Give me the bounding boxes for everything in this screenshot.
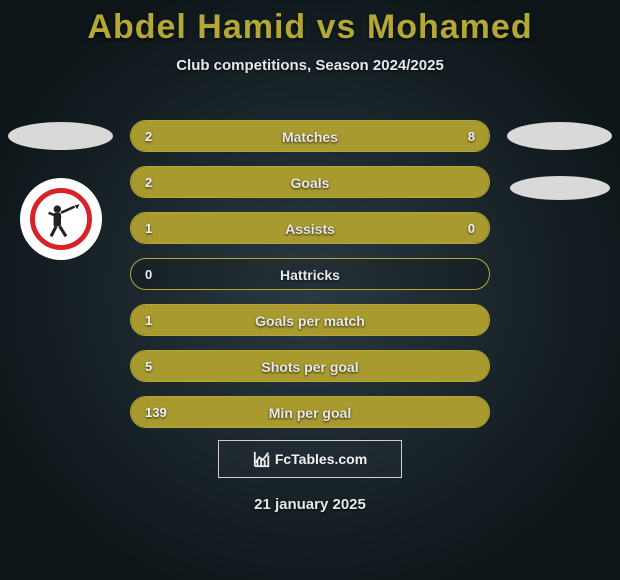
- stat-label: Shots per goal: [131, 351, 489, 382]
- stat-row: 0Hattricks: [130, 258, 490, 290]
- club-badge-icon: [30, 188, 92, 250]
- brand-chart-icon: [253, 450, 271, 468]
- stat-row: 28Matches: [130, 120, 490, 152]
- stat-label: Goals per match: [131, 305, 489, 336]
- placeholder-oval-right-1: [507, 122, 612, 150]
- stat-row: 5Shots per goal: [130, 350, 490, 382]
- placeholder-oval-left-1: [8, 122, 113, 150]
- page-title: Abdel Hamid vs Mohamed: [0, 0, 620, 47]
- stat-row: 2Goals: [130, 166, 490, 198]
- stat-label: Hattricks: [131, 259, 489, 290]
- stat-label: Assists: [131, 213, 489, 244]
- brand-box[interactable]: FcTables.com: [218, 440, 402, 478]
- stat-label: Matches: [131, 121, 489, 152]
- footer-date: 21 january 2025: [0, 496, 620, 513]
- stat-row: 139Min per goal: [130, 396, 490, 428]
- stats-panel: 28Matches 2Goals 10Assists 0Hattricks 1Goals…: [130, 120, 490, 442]
- stat-row: 10Assists: [130, 212, 490, 244]
- placeholder-oval-right-2: [510, 176, 610, 200]
- club-badge: [20, 178, 102, 260]
- stat-label: Min per goal: [131, 397, 489, 428]
- stat-label: Goals: [131, 167, 489, 198]
- brand-text: FcTables.com: [275, 451, 367, 467]
- stat-row: 1Goals per match: [130, 304, 490, 336]
- page-subtitle: Club competitions, Season 2024/2025: [0, 57, 620, 74]
